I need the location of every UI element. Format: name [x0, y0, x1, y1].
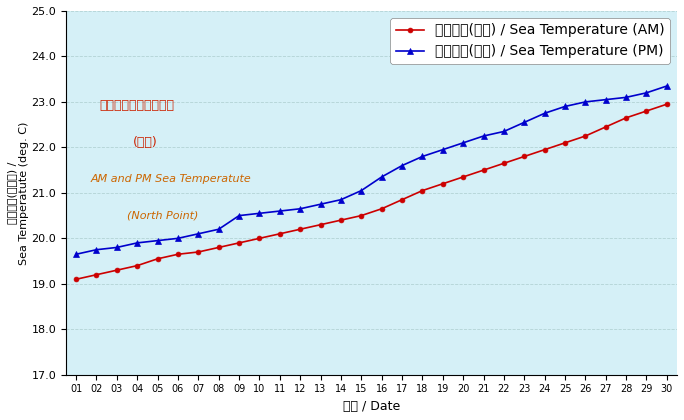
海水温度(下午) / Sea Temperature (PM)	[72, 252, 80, 257]
Text: (北角): (北角)	[133, 136, 158, 149]
海水温度(下午) / Sea Temperature (PM)	[378, 174, 386, 179]
海水温度(下午) / Sea Temperature (PM)	[194, 231, 202, 236]
海水温度(下午) / Sea Temperature (PM)	[133, 240, 142, 245]
海水温度(下午) / Sea Temperature (PM)	[419, 154, 427, 159]
海水温度(下午) / Sea Temperature (PM)	[520, 120, 528, 125]
海水温度(下午) / Sea Temperature (PM)	[459, 140, 467, 145]
海水温度(上午) / Sea Temperature (AM)	[92, 272, 101, 277]
海水温度(上午) / Sea Temperature (AM)	[419, 188, 427, 193]
海水温度(下午) / Sea Temperature (PM)	[663, 84, 671, 89]
海水温度(上午) / Sea Temperature (AM)	[459, 174, 467, 179]
海水温度(上午) / Sea Temperature (AM)	[153, 256, 161, 261]
海水温度(上午) / Sea Temperature (AM)	[479, 168, 488, 173]
海水温度(上午) / Sea Temperature (AM)	[602, 124, 610, 129]
海水温度(下午) / Sea Temperature (PM)	[500, 129, 508, 134]
Text: (North Point): (North Point)	[127, 210, 198, 220]
海水温度(下午) / Sea Temperature (PM)	[92, 247, 101, 252]
海水温度(上午) / Sea Temperature (AM)	[133, 263, 142, 268]
海水温度(上午) / Sea Temperature (AM)	[194, 249, 202, 255]
Line: 海水温度(下午) / Sea Temperature (PM): 海水温度(下午) / Sea Temperature (PM)	[73, 83, 670, 257]
海水温度(下午) / Sea Temperature (PM)	[540, 111, 549, 116]
海水温度(下午) / Sea Temperature (PM)	[337, 197, 345, 202]
Legend: 海水温度(上午) / Sea Temperature (AM), 海水温度(下午) / Sea Temperature (PM): 海水温度(上午) / Sea Temperature (AM), 海水温度(下午…	[391, 18, 670, 64]
海水温度(下午) / Sea Temperature (PM)	[642, 90, 650, 95]
海水温度(下午) / Sea Temperature (PM)	[581, 100, 590, 105]
海水温度(下午) / Sea Temperature (PM)	[438, 147, 447, 152]
海水温度(上午) / Sea Temperature (AM)	[296, 227, 304, 232]
海水温度(上午) / Sea Temperature (AM)	[235, 240, 244, 245]
海水温度(上午) / Sea Temperature (AM)	[438, 181, 447, 186]
海水温度(上午) / Sea Temperature (AM)	[500, 161, 508, 166]
海水温度(上午) / Sea Temperature (AM)	[215, 245, 223, 250]
海水温度(下午) / Sea Temperature (PM)	[174, 236, 182, 241]
海水温度(下午) / Sea Temperature (PM)	[561, 104, 569, 109]
海水温度(上午) / Sea Temperature (AM)	[398, 197, 406, 202]
海水温度(上午) / Sea Temperature (AM)	[663, 102, 671, 107]
海水温度(上午) / Sea Temperature (AM)	[642, 108, 650, 113]
海水温度(上午) / Sea Temperature (AM)	[357, 213, 365, 218]
海水温度(上午) / Sea Temperature (AM)	[113, 268, 121, 273]
海水温度(上午) / Sea Temperature (AM)	[317, 222, 325, 227]
海水温度(上午) / Sea Temperature (AM)	[337, 218, 345, 223]
海水温度(下午) / Sea Temperature (PM)	[276, 209, 284, 214]
海水温度(下午) / Sea Temperature (PM)	[255, 211, 263, 216]
海水温度(上午) / Sea Temperature (AM)	[520, 154, 528, 159]
海水温度(下午) / Sea Temperature (PM)	[215, 227, 223, 232]
海水温度(下午) / Sea Temperature (PM)	[357, 188, 365, 193]
海水温度(下午) / Sea Temperature (PM)	[153, 238, 161, 243]
海水温度(上午) / Sea Temperature (AM)	[581, 134, 590, 139]
海水温度(上午) / Sea Temperature (AM)	[622, 116, 630, 121]
海水温度(下午) / Sea Temperature (PM)	[235, 213, 244, 218]
Text: 上午及下午的海水温度: 上午及下午的海水温度	[100, 99, 174, 112]
海水温度(上午) / Sea Temperature (AM)	[72, 277, 80, 282]
Text: AM and PM Sea Temperatute: AM and PM Sea Temperatute	[90, 174, 251, 184]
海水温度(上午) / Sea Temperature (AM)	[378, 206, 386, 211]
Line: 海水温度(上午) / Sea Temperature (AM): 海水温度(上午) / Sea Temperature (AM)	[74, 102, 670, 282]
X-axis label: 日期 / Date: 日期 / Date	[343, 400, 400, 413]
Y-axis label: 海水温度(攝氏度) /
Sea Temperatute (deg. C): 海水温度(攝氏度) / Sea Temperatute (deg. C)	[7, 121, 29, 265]
海水温度(下午) / Sea Temperature (PM)	[622, 95, 630, 100]
海水温度(上午) / Sea Temperature (AM)	[276, 231, 284, 236]
海水温度(下午) / Sea Temperature (PM)	[296, 206, 304, 211]
海水温度(下午) / Sea Temperature (PM)	[479, 134, 488, 139]
海水温度(下午) / Sea Temperature (PM)	[602, 97, 610, 102]
海水温度(上午) / Sea Temperature (AM)	[540, 147, 549, 152]
海水温度(下午) / Sea Temperature (PM)	[398, 163, 406, 168]
海水温度(下午) / Sea Temperature (PM)	[317, 202, 325, 207]
海水温度(下午) / Sea Temperature (PM)	[113, 245, 121, 250]
海水温度(上午) / Sea Temperature (AM)	[561, 140, 569, 145]
海水温度(上午) / Sea Temperature (AM)	[255, 236, 263, 241]
海水温度(上午) / Sea Temperature (AM)	[174, 252, 182, 257]
